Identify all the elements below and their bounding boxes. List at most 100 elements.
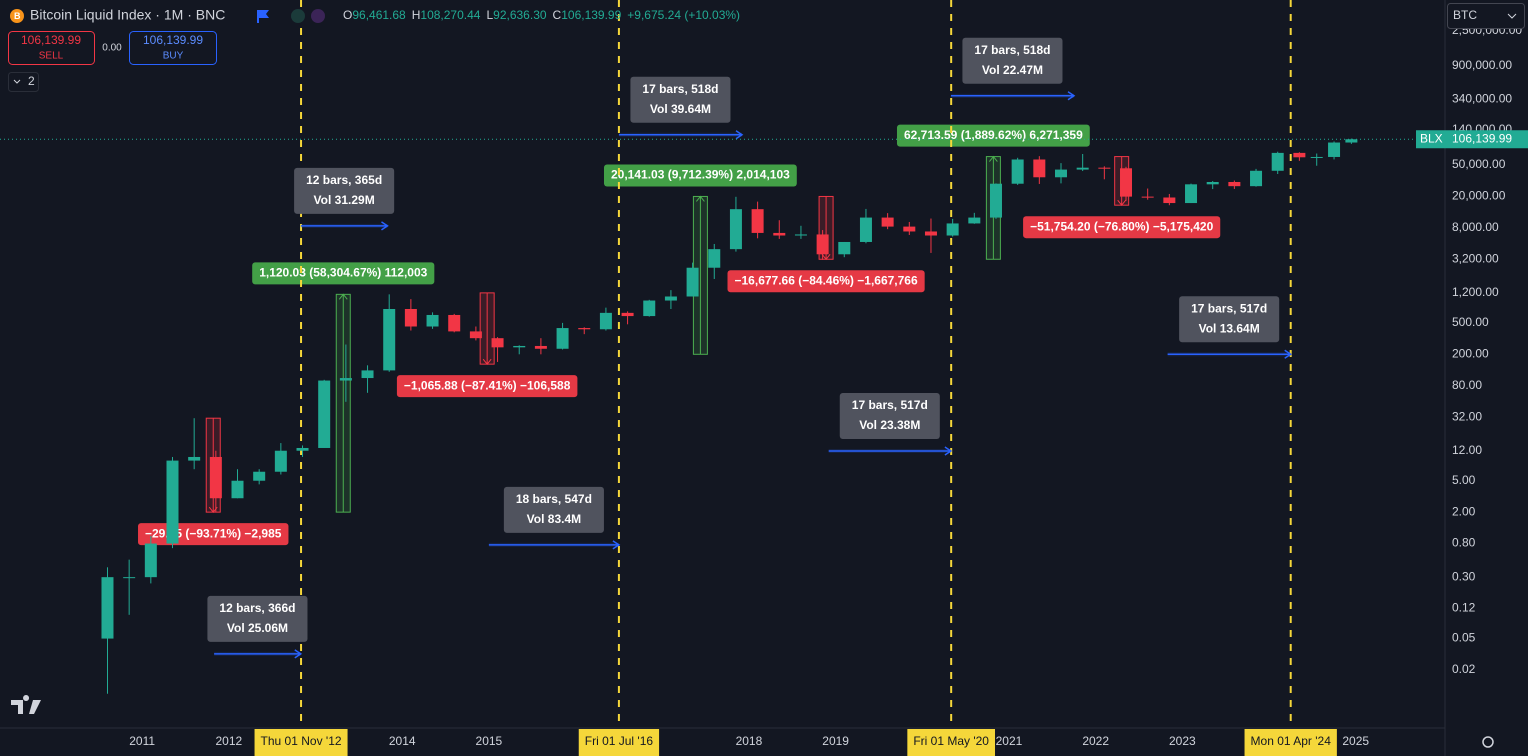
candle-body (816, 234, 829, 255)
sell-label[interactable]: SELL (39, 51, 64, 62)
toggle-icon[interactable] (291, 9, 305, 23)
symbol-icon (10, 9, 24, 23)
candle-body (578, 328, 591, 330)
currency[interactable]: BTC (1453, 8, 1477, 22)
settings-icon[interactable] (1482, 736, 1494, 748)
candle-body (448, 314, 461, 332)
candle-body (1228, 181, 1241, 187)
date-label-bg (578, 729, 660, 756)
candle-body (296, 447, 309, 451)
ohlc-key: C (553, 8, 562, 22)
layers-toggle[interactable] (8, 72, 39, 92)
y-tick-label: 0.02 (1452, 662, 1476, 676)
y-tick-label: 5.00 (1452, 473, 1476, 487)
range-label: 12 bars, 365d Vol 31.29M (294, 167, 395, 214)
y-tick-label: 32.00 (1452, 409, 1482, 423)
measure-label-bg (396, 375, 578, 398)
range-bars: 12 bars, 366d (219, 601, 295, 615)
y-tick-label: 1,200.00 (1452, 285, 1499, 299)
sell-button[interactable] (8, 31, 95, 65)
candle-body (729, 209, 742, 250)
range-label: 12 bars, 366d Vol 25.06M (207, 595, 308, 642)
range-label: 17 bars, 518d Vol 39.64M (630, 76, 731, 123)
candle-body (989, 183, 1002, 218)
x-tick-label: 2018 (736, 734, 763, 748)
range-bars: 17 bars, 518d (974, 43, 1050, 57)
candle-body (318, 380, 331, 448)
measure-label: −16,677.66 (−84.46%) −1,667,766 (727, 270, 925, 293)
range-arrowhead (381, 221, 389, 231)
candle-body (1011, 159, 1024, 184)
candle-body (1328, 142, 1341, 157)
spread: 0.00 (102, 43, 122, 54)
candle-body (1345, 139, 1358, 143)
sell-price[interactable]: 106,139.99 (21, 33, 81, 47)
measure-label-bg (896, 124, 1090, 147)
date-label-text: Fri 01 Jul '16 (585, 734, 654, 748)
buy-price[interactable]: 106,139.99 (143, 33, 203, 47)
ohlc-value: 92,636.30 (493, 8, 547, 22)
measure-arrow (482, 292, 492, 365)
ohlc-key: H (412, 8, 421, 22)
candle-body (881, 217, 894, 227)
buy-button[interactable] (129, 31, 217, 65)
candle-body (404, 308, 417, 327)
candle-body (838, 241, 851, 255)
candle-body (664, 296, 677, 301)
symbol-icon-glyph: B (14, 11, 21, 21)
candle-body (144, 543, 157, 578)
layers-count[interactable]: 2 (28, 74, 35, 88)
candle-body (1185, 184, 1198, 204)
y-tick-label: 20,000.00 (1452, 189, 1506, 203)
date-label: Thu 01 Nov '12 (254, 729, 348, 756)
x-tick-label: 2015 (476, 734, 503, 748)
price-label-value: 106,139.99 (1452, 131, 1512, 145)
measure-label-text: −16,677.66 (−84.46%) −1,667,766 (735, 273, 918, 287)
measure-arrow (338, 293, 348, 513)
measure-label: 20,141.03 (9,712.39%) 2,014,103 (603, 164, 797, 187)
flag-icon[interactable] (257, 10, 269, 23)
candle-body (1033, 159, 1046, 178)
date-label-text: Mon 01 Apr '24 (1251, 734, 1332, 748)
range-label-bg (839, 393, 940, 440)
toggle-icon[interactable] (311, 9, 325, 23)
range-label: 18 bars, 547d Vol 83.4M (503, 486, 604, 533)
date-label-bg (254, 729, 348, 756)
candle-body (859, 217, 872, 242)
y-tick-label: 0.80 (1452, 536, 1476, 550)
x-tick-label: 2014 (389, 734, 416, 748)
candle-body (339, 378, 352, 381)
candle-body (643, 300, 656, 317)
candle-body (1206, 181, 1219, 185)
range-arrowhead (612, 540, 621, 550)
range-arrowhead (1067, 91, 1076, 101)
candle-body (469, 331, 482, 339)
candle-body (794, 234, 807, 236)
candle-body (621, 312, 634, 317)
symbol[interactable]: Bitcoin Liquid Index · 1M · BNC (30, 7, 225, 23)
candle-body (491, 338, 504, 348)
ohlc-key: O (343, 8, 352, 22)
candle-body (1054, 169, 1067, 178)
measure-label: −29.85 (−93.71%) −2,985 (138, 523, 289, 546)
y-tick-label: 12.00 (1452, 443, 1482, 457)
y-tick-label: 2.00 (1452, 504, 1476, 518)
y-tick-label: 500.00 (1452, 315, 1489, 329)
range-label-bg (207, 595, 308, 642)
candle-body (599, 312, 612, 330)
range-volume: Vol 39.64M (650, 102, 711, 116)
candle-body (924, 231, 937, 236)
date-label-text: Thu 01 Nov '12 (261, 734, 342, 748)
candle-body (513, 345, 526, 348)
y-tick-label: 8,000.00 (1452, 220, 1499, 234)
currency-select[interactable] (1447, 3, 1525, 29)
candle-body (231, 480, 244, 499)
measure-label: 1,120.03 (58,304.67%) 112,003 (252, 262, 435, 285)
y-tick-label: 200.00 (1452, 346, 1489, 360)
range-volume: Vol 25.06M (227, 621, 288, 635)
buy-label[interactable]: BUY (163, 51, 184, 62)
range-arrowhead (944, 446, 953, 456)
date-label: Fri 01 Jul '16 (578, 729, 660, 756)
